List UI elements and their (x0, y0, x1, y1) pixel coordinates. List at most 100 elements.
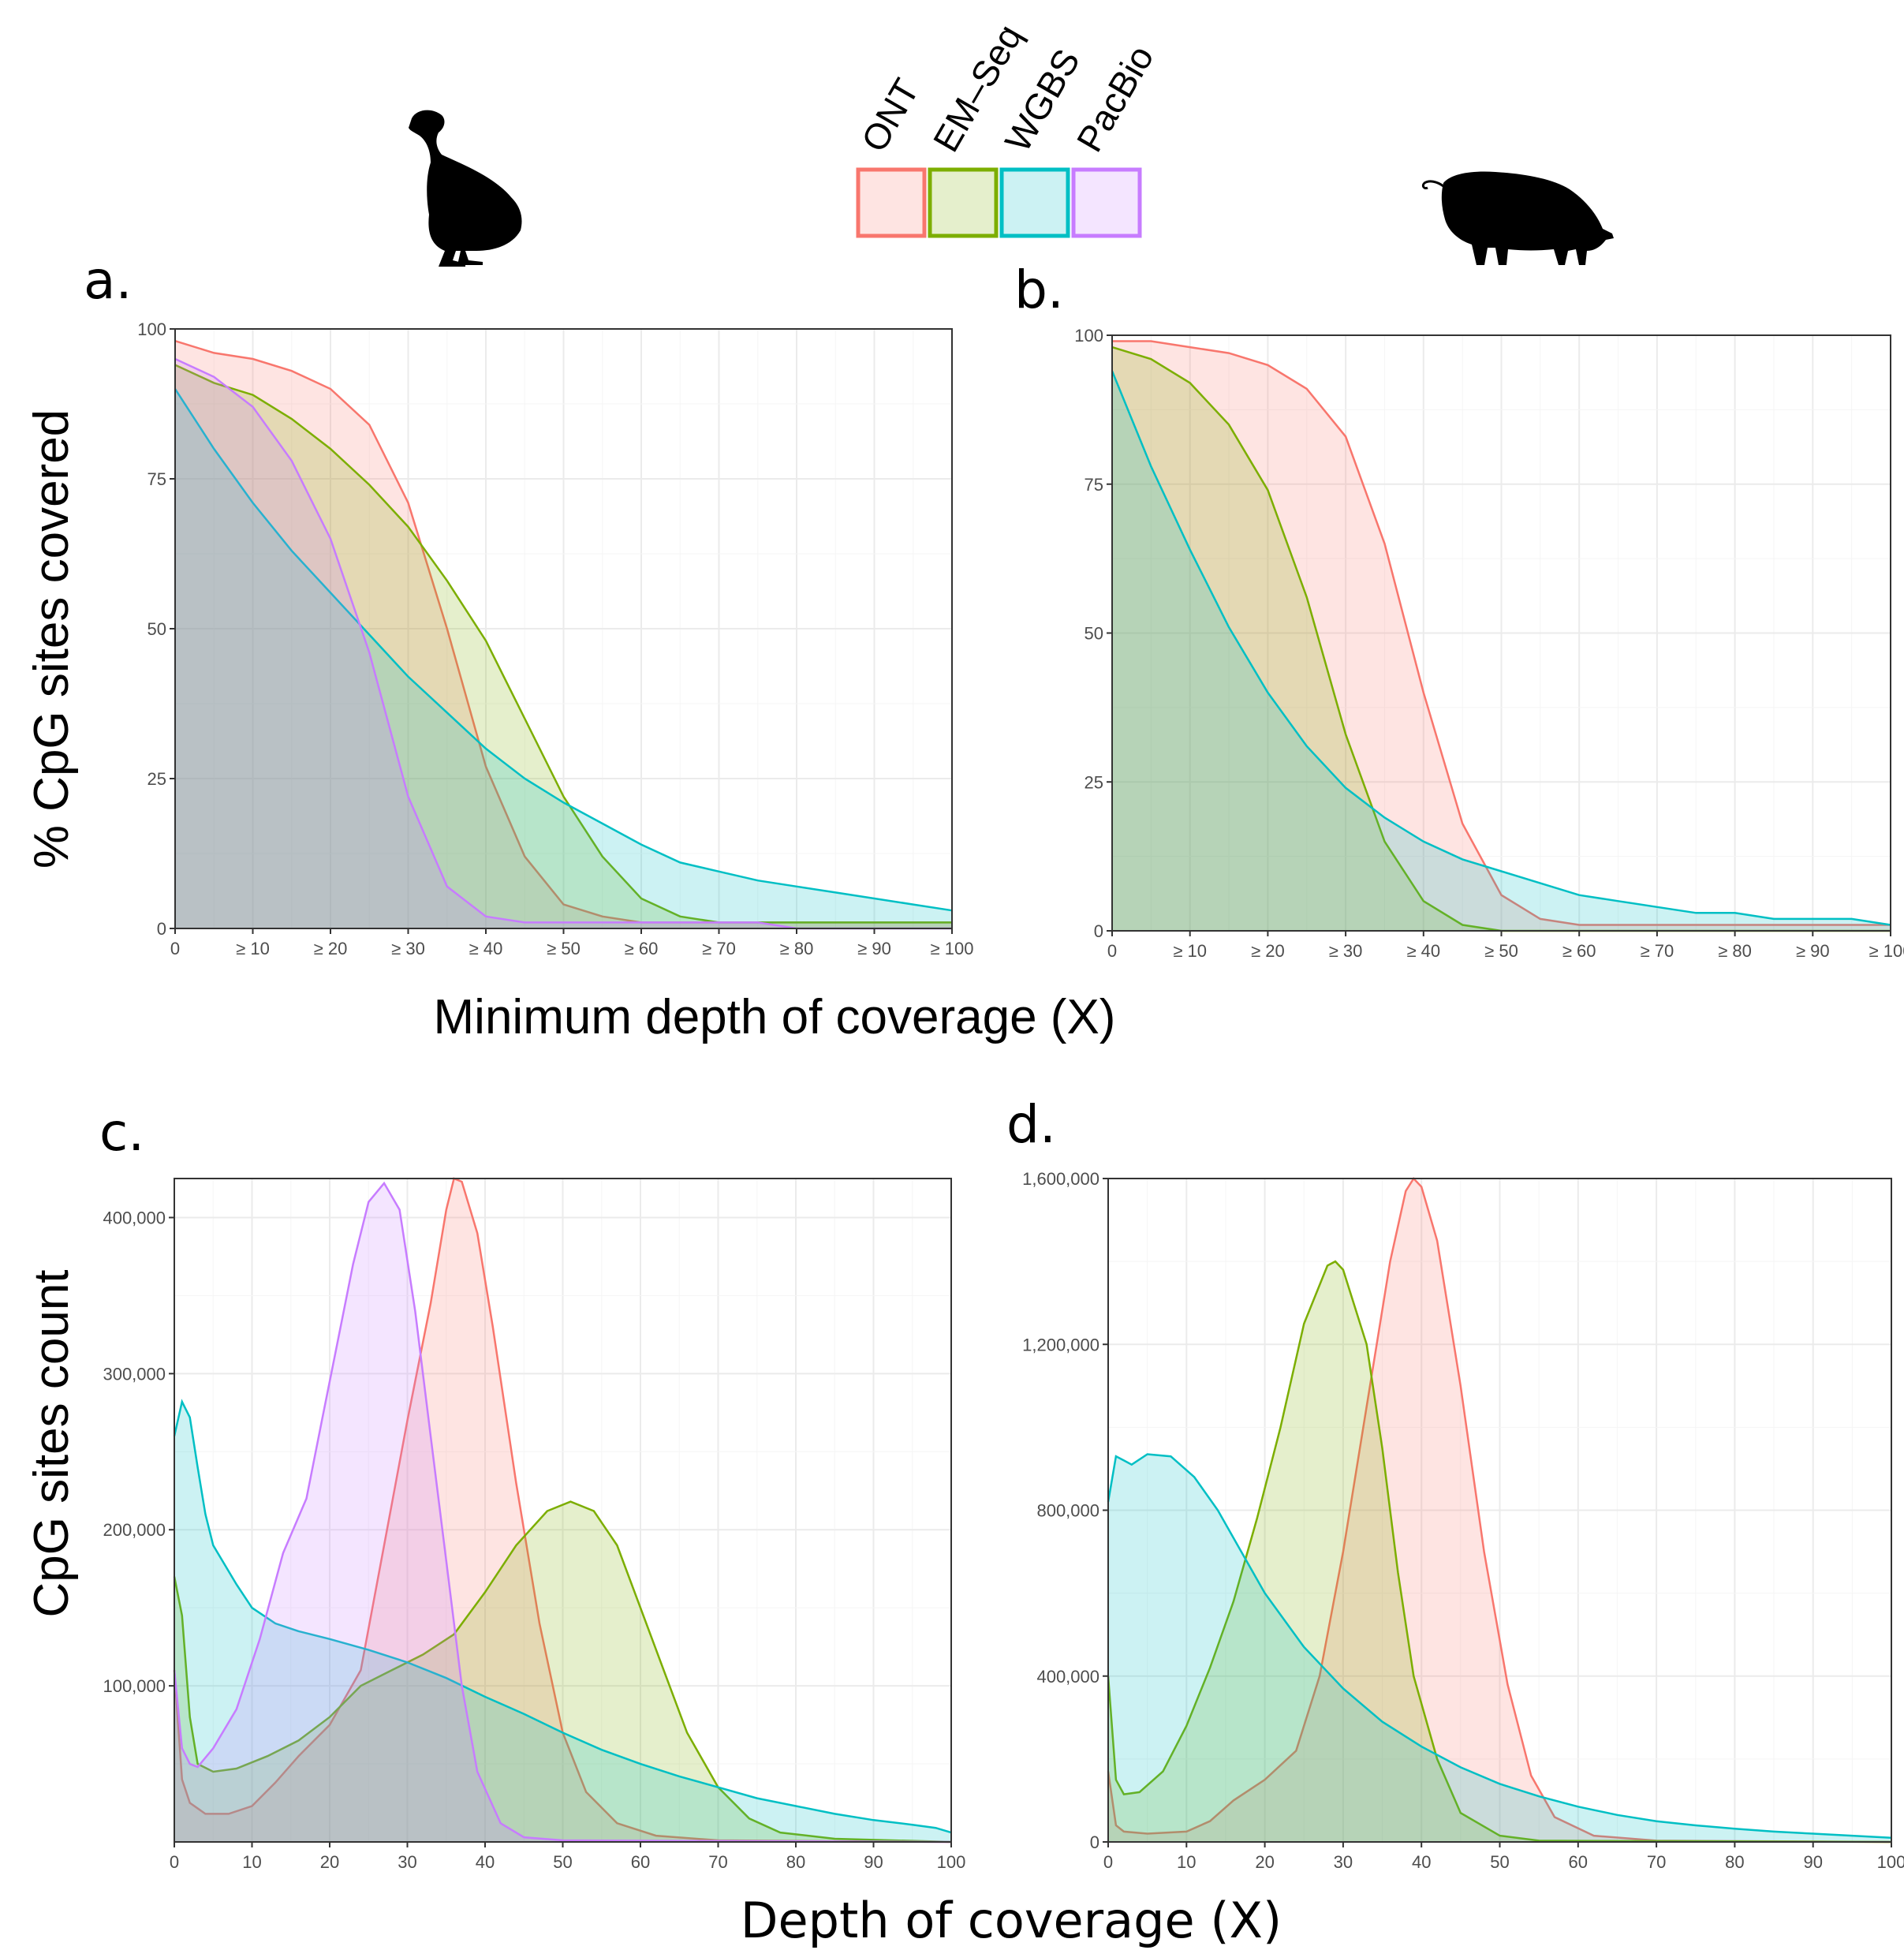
area-ont (1108, 1179, 1891, 1842)
y-tick-label: 100 (1074, 326, 1103, 346)
panel-b: 0 ≥ 10 ≥ 20 ≥ 30 ≥ 40 ≥ 50 ≥ 60 ≥ 70 ≥ 80 ≥ 90 ≥ 1… (1014, 260, 1904, 961)
x-tick-label: ≥ 90 (1796, 941, 1830, 961)
x-tick-label: ≥ 30 (1329, 941, 1363, 961)
area-ont (1112, 341, 1891, 931)
legend-key-2 (999, 167, 1070, 238)
line-emseq (174, 364, 952, 924)
y-tick-label: 75 (147, 469, 166, 489)
bottom-y-axis-title: CpG sites count (24, 1269, 79, 1617)
x-tick-label: 40 (1412, 1852, 1431, 1872)
line-wgbs (174, 388, 953, 912)
x-tick-label: 50 (1490, 1852, 1509, 1872)
y-tick-label: 75 (1085, 475, 1103, 495)
line-emseq (1107, 1260, 1892, 1844)
x-tick-label: 70 (708, 1852, 727, 1872)
line-emseq (173, 1500, 952, 1844)
x-tick-label: 70 (1647, 1852, 1666, 1872)
x-tick-label: ≥ 30 (391, 939, 425, 958)
legend-key-1 (928, 167, 999, 238)
y-tick-label: 400,000 (1036, 1667, 1099, 1687)
panel-label: a. (84, 250, 132, 311)
line-ont (1112, 340, 1891, 926)
y-tick-label: 1,200,000 (1022, 1335, 1099, 1354)
y-tick-label: 50 (147, 619, 166, 639)
x-tick-label: 0 (1107, 941, 1117, 961)
x-tick-label: ≥ 70 (702, 939, 736, 958)
pig-silhouette-icon (1421, 171, 1614, 265)
line-wgbs (1111, 370, 1891, 926)
x-tick-label: 80 (1725, 1852, 1744, 1872)
area-emseq (1108, 1261, 1891, 1842)
x-tick-label: ≥ 10 (1173, 941, 1207, 961)
panel-a: 0 ≥ 10 ≥ 20 ≥ 30 ≥ 40 ≥ 50 ≥ 60 ≥ 70 ≥ 80 ≥ 90 ≥ 1… (84, 250, 973, 958)
area-emseq (1112, 347, 1891, 932)
area-pacbio (175, 359, 952, 928)
area-wgbs (1108, 1454, 1891, 1842)
x-tick-label: 100 (937, 1852, 966, 1872)
x-tick-label: 10 (1177, 1852, 1196, 1872)
area-wgbs (1112, 371, 1891, 931)
panel-c: 0 10 20 30 40 50 60 70 80 90 100 100,000 200,000 300,… (99, 1102, 965, 1872)
top-y-axis-title: % CpG sites covered (24, 409, 79, 869)
legend-key-0 (856, 167, 927, 238)
x-tick-label: ≥ 40 (1406, 941, 1440, 961)
y-tick-label: 25 (1085, 772, 1103, 792)
x-tick-label: ≥ 90 (857, 939, 891, 958)
y-tick-label: 25 (147, 769, 166, 789)
legend-label-3: PacBio (1069, 39, 1162, 159)
x-tick-label: 0 (170, 939, 180, 958)
line-ont (1107, 1176, 1892, 1844)
y-tick-label: 300,000 (103, 1364, 166, 1384)
y-tick-label: 50 (1085, 624, 1103, 644)
chicken-silhouette-icon (409, 110, 522, 267)
x-tick-label: ≥ 70 (1641, 941, 1674, 961)
legend-key-3 (1071, 167, 1142, 238)
x-tick-label: ≥ 20 (314, 939, 348, 958)
area-ont (174, 1179, 951, 1842)
x-tick-label: 50 (553, 1852, 572, 1872)
x-tick-label: 0 (1103, 1852, 1113, 1872)
x-tick-label: 90 (1803, 1852, 1822, 1872)
area-wgbs (175, 389, 952, 928)
x-tick-label: ≥ 50 (547, 939, 581, 958)
x-tick-label: ≥ 40 (469, 939, 503, 958)
y-tick-label: 200,000 (103, 1520, 166, 1540)
legend-label-0: ONT (853, 72, 928, 159)
x-tick-label: 90 (864, 1852, 883, 1872)
panel-label: b. (1014, 260, 1064, 320)
x-tick-label: 10 (242, 1852, 261, 1872)
x-tick-label: ≥ 80 (1718, 941, 1752, 961)
x-tick-label: 60 (631, 1852, 650, 1872)
y-tick-label: 0 (1094, 921, 1103, 941)
x-tick-label: 0 (170, 1852, 179, 1872)
area-ont (175, 341, 952, 928)
y-tick-label: 1,600,000 (1022, 1169, 1099, 1189)
bottom-x-axis-title: Depth of coverage (X) (741, 1892, 1282, 1949)
x-tick-label: ≥ 100 (1869, 941, 1904, 961)
x-tick-label: ≥ 20 (1251, 941, 1285, 961)
x-tick-label: ≥ 50 (1484, 941, 1518, 961)
x-tick-label: 20 (1255, 1852, 1274, 1872)
x-tick-label: ≥ 80 (780, 939, 814, 958)
x-tick-label: 30 (398, 1852, 416, 1872)
panel-label: c. (99, 1102, 144, 1163)
area-wgbs (174, 1402, 951, 1842)
line-ont (173, 1177, 952, 1844)
y-tick-label: 100,000 (103, 1676, 166, 1696)
x-tick-label: 60 (1569, 1852, 1588, 1872)
x-tick-label: ≥ 60 (625, 939, 659, 958)
y-tick-label: 0 (1090, 1832, 1099, 1852)
area-emseq (175, 364, 952, 929)
panel-label: d. (1006, 1094, 1056, 1155)
x-tick-label: ≥ 10 (236, 939, 270, 958)
y-tick-label: 800,000 (1036, 1501, 1099, 1521)
y-tick-label: 100 (137, 319, 166, 339)
x-tick-label: ≥ 100 (931, 939, 974, 958)
line-wgbs (1107, 1453, 1892, 1839)
x-tick-label: 30 (1334, 1852, 1353, 1872)
area-pacbio (174, 1182, 951, 1842)
x-tick-label: ≥ 60 (1562, 941, 1596, 961)
line-pacbio (173, 1181, 952, 1844)
panel-d: 0 10 20 30 40 50 60 70 80 90 100 0 400,000 800,000 1,2… (1006, 1094, 1904, 1872)
